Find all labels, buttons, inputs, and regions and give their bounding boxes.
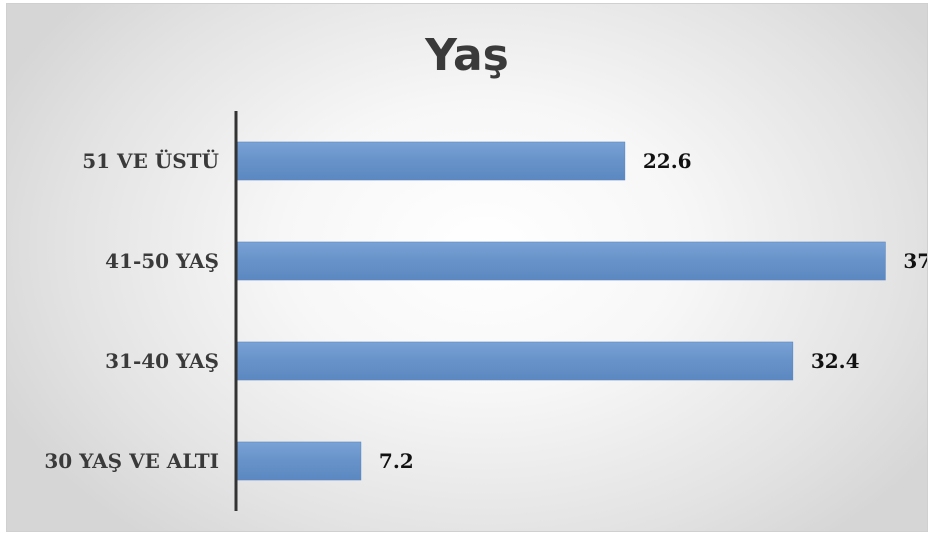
chart-title: Yaş (425, 30, 509, 81)
data-label-1: 37.8 (903, 249, 928, 273)
chart-frame: Yaş 51 VE ÜSTÜ 22.6 41-50 YAŞ 37.8 31-40 YAŞ… (6, 3, 928, 532)
category-label-2: 31-40 YAŞ (105, 349, 219, 373)
category-label-0: 51 VE ÜSTÜ (82, 148, 219, 173)
category-label-1: 41-50 YAŞ (105, 249, 219, 273)
bar-2 (237, 341, 794, 381)
data-label-0: 22.6 (643, 149, 692, 173)
bar-0 (237, 141, 626, 181)
bar-1 (237, 241, 886, 281)
chart-plot: 51 VE ÜSTÜ 22.6 41-50 YAŞ 37.8 31-40 YAŞ 32.4… (44, 111, 928, 511)
bar-3 (237, 441, 362, 481)
data-label-3: 7.2 (379, 449, 414, 473)
data-label-2: 32.4 (811, 349, 860, 373)
category-label-3: 30 YAŞ VE ALTI (44, 449, 219, 473)
